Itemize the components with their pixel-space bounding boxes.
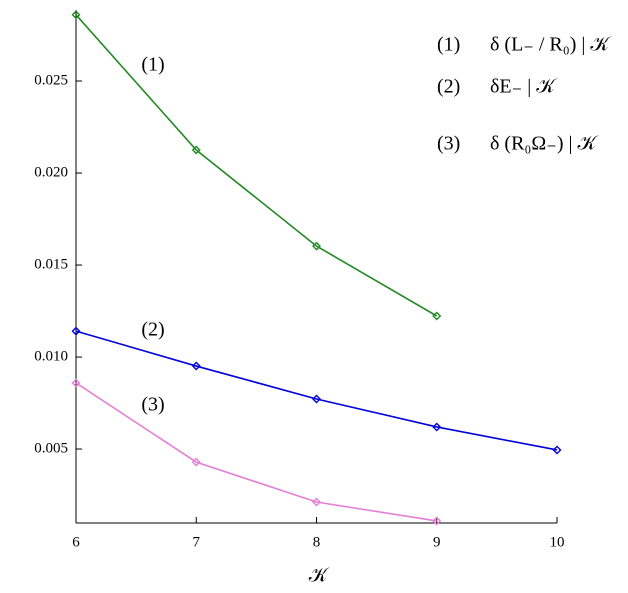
point-marker — [552, 445, 562, 455]
legend-name: δ (L₋ / R₀) | 𝒦 — [490, 34, 611, 56]
point-marker — [191, 145, 201, 155]
x-tick-label: 9 — [433, 534, 441, 550]
curve-annotation: (2) — [141, 319, 164, 341]
legend-label: (3) — [437, 133, 460, 155]
x-tick-label: 7 — [193, 534, 201, 550]
point-marker — [71, 326, 81, 336]
y-tick-label: 0.025 — [34, 72, 68, 88]
y-tick-label: 0.020 — [34, 164, 68, 180]
x-tick-label: 6 — [72, 534, 80, 550]
curve-annotation: (1) — [141, 54, 164, 76]
point-marker — [432, 311, 442, 321]
x-tick-label: 10 — [550, 534, 565, 550]
legend-name: δE₋ | 𝒦 — [490, 76, 557, 98]
point-marker — [312, 241, 321, 251]
series-line — [75, 14, 438, 317]
point-marker — [432, 422, 442, 432]
legend-name: δ (R₀Ω₋) | 𝒦 — [490, 133, 598, 155]
point-marker — [312, 497, 321, 507]
point-marker — [432, 516, 442, 526]
series-line — [75, 382, 437, 522]
point-marker — [71, 10, 81, 20]
point-marker — [191, 457, 201, 467]
y-tick-label: 0.005 — [34, 440, 68, 456]
y-tick-label: 0.015 — [34, 256, 68, 272]
y-tick-label: 0.010 — [34, 348, 68, 364]
point-marker — [191, 361, 201, 371]
legend-label: (1) — [437, 34, 460, 56]
x-axis-label: 𝒦 — [309, 565, 330, 587]
curve-annotation: (3) — [141, 394, 164, 416]
point-marker — [312, 394, 321, 404]
legend-label: (2) — [437, 76, 460, 98]
point-marker — [71, 378, 81, 388]
series-line — [75, 330, 558, 451]
x-tick-label: 8 — [313, 534, 321, 550]
